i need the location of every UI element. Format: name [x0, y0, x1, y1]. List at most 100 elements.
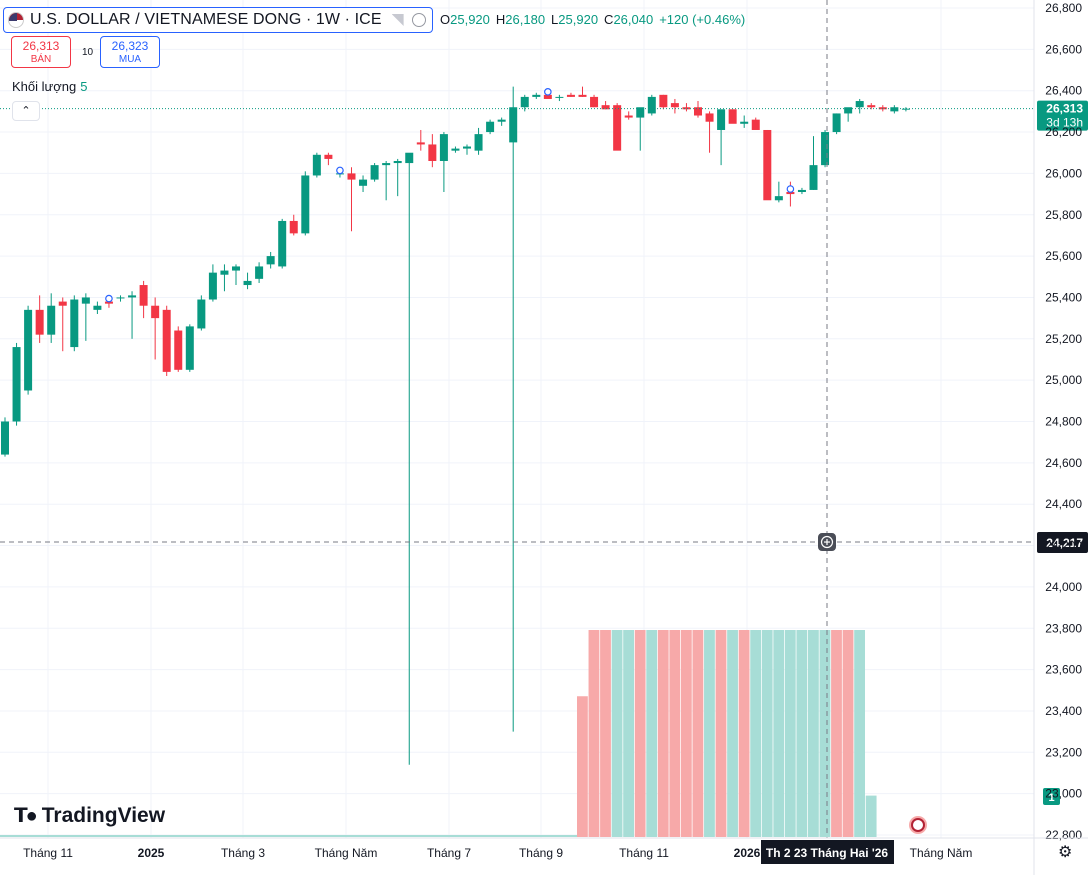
candle-body	[890, 107, 899, 112]
ohlc-values: O25,920 H26,180 L25,920 C26,040 +120 (+0…	[440, 12, 745, 27]
collapse-legend-button[interactable]: ⌃	[12, 101, 40, 121]
y-tick-label: 23,400	[1045, 704, 1082, 718]
x-tick-label: Tháng Năm	[910, 846, 973, 860]
x-tick-label: Tháng Năm	[315, 846, 378, 860]
candle-body	[278, 220, 287, 267]
event-marker-icon	[786, 185, 795, 193]
candle-body	[104, 301, 113, 304]
candle-body	[405, 152, 414, 164]
volume-bar	[773, 630, 785, 837]
candle-body	[393, 160, 402, 164]
volume-bar	[634, 630, 646, 837]
candle-body	[740, 121, 749, 124]
candle-body	[220, 270, 229, 275]
candle-body	[47, 305, 56, 335]
tradingview-logo[interactable]: 𝗧● TradingView	[14, 803, 165, 828]
volume-legend[interactable]: Khối lượng 5	[12, 79, 87, 94]
status-dot-icon[interactable]	[411, 13, 426, 27]
candle-body	[35, 309, 44, 335]
y-tick-label: 24,200	[1045, 539, 1082, 553]
y-tick-label: 26,600	[1045, 42, 1082, 56]
volume-bar	[657, 630, 669, 837]
candle-body	[682, 107, 691, 110]
candle-body	[439, 134, 448, 161]
candle-body	[532, 94, 541, 97]
volume-label: Khối lượng	[12, 79, 77, 94]
symbol-header[interactable]: U.S. DOLLAR / VIETNAMESE DONG · 1W · ICE	[3, 7, 433, 33]
candle-body	[128, 295, 137, 298]
candle-body	[809, 165, 818, 190]
y-tick-label: 23,800	[1045, 621, 1082, 635]
candle-body	[821, 132, 830, 166]
x-tick-label: Tháng 9	[519, 846, 563, 860]
chevron-up-icon: ⌃	[21, 105, 31, 117]
y-tick-label: 26,000	[1045, 166, 1082, 180]
candle-body	[428, 144, 437, 161]
sell-price: 26,313	[22, 39, 60, 53]
gear-icon[interactable]: ⚙	[1058, 844, 1073, 861]
candle-body	[359, 179, 368, 186]
symbol-title: U.S. DOLLAR / VIETNAMESE DONG · 1W · ICE	[30, 11, 382, 28]
volume-bar	[669, 630, 681, 837]
ohlc-open: O25,920	[440, 12, 490, 27]
candle-body	[255, 266, 264, 279]
candle-body	[174, 330, 183, 370]
candle-body	[185, 326, 194, 370]
y-tick-label: 25,600	[1045, 249, 1082, 263]
sell-button[interactable]: 26,313 BÁN	[11, 36, 71, 68]
volume-bar	[865, 795, 877, 837]
buy-button[interactable]: 26,323 MUA	[100, 36, 160, 68]
hide-legend-icon[interactable]	[391, 14, 404, 26]
ohlc-high: H26,180	[495, 12, 546, 27]
candle-body	[555, 96, 564, 98]
volume-bar	[750, 630, 762, 837]
volume-scale-label: 1	[1048, 792, 1054, 804]
candle-body	[601, 105, 610, 110]
last-price-label: 26,313	[1046, 102, 1083, 116]
candle-body	[497, 119, 506, 122]
y-tick-label: 23,200	[1045, 745, 1082, 759]
volume-bar	[623, 630, 634, 837]
volume-bar	[854, 630, 865, 837]
order-quantity[interactable]: 10	[82, 47, 94, 58]
candle-body	[613, 105, 622, 151]
sell-label: BÁN	[30, 54, 52, 65]
candle-body	[590, 96, 599, 108]
crosshair-price-label: 24,217	[1046, 536, 1083, 550]
candle-body	[624, 115, 633, 118]
candle-body	[24, 309, 33, 391]
x-tick-label: 2026	[734, 846, 761, 860]
candle-body	[312, 154, 321, 176]
candle-body	[751, 119, 760, 130]
volume-bar	[588, 630, 600, 837]
candle-body	[705, 113, 714, 122]
candle-body	[93, 305, 102, 310]
volume-bar	[831, 630, 842, 837]
x-tick-label: Tháng 7	[427, 846, 471, 860]
volume-bar	[577, 696, 588, 837]
volume-bar	[784, 630, 796, 837]
y-tick-label: 25,200	[1045, 332, 1082, 346]
candle-body	[151, 305, 160, 319]
candle-body	[451, 148, 460, 151]
buy-price: 26,323	[111, 39, 149, 53]
candle-body	[162, 309, 171, 372]
tradingview-logo-icon: 𝗧●	[14, 805, 38, 827]
y-tick-label: 24,000	[1045, 580, 1082, 594]
candle-body	[717, 109, 726, 130]
candle-body	[416, 142, 425, 145]
buy-label: MUA	[118, 54, 142, 65]
volume-bar	[808, 630, 819, 837]
y-tick-label: 26,200	[1045, 125, 1082, 139]
volume-bar	[715, 630, 727, 837]
crosshair-date-label: Th 2 23 Tháng Hai '26	[766, 846, 889, 860]
volume-bar	[819, 630, 831, 837]
y-tick-label: 24,600	[1045, 456, 1082, 470]
candle-body	[81, 297, 90, 304]
volume-scale-badge	[1043, 788, 1060, 805]
candle-body	[543, 94, 552, 99]
candle-body	[867, 105, 876, 108]
volume-bar	[600, 630, 611, 837]
